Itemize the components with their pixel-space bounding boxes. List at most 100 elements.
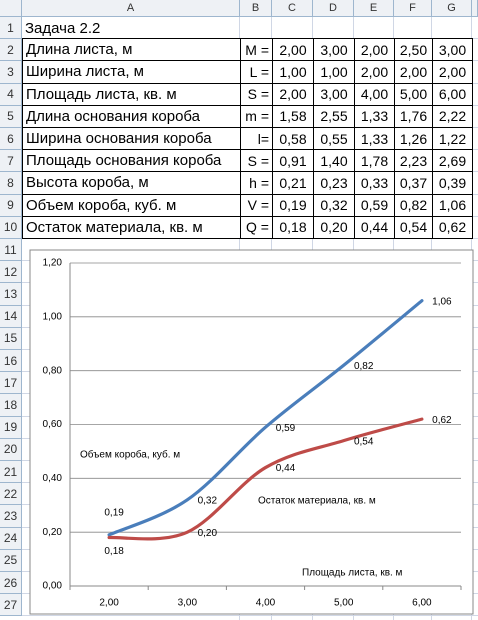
column-header: C xyxy=(272,0,313,17)
row-header: 10 xyxy=(0,216,22,239)
column-header: G xyxy=(432,0,472,17)
data-label: 0,18 xyxy=(104,546,124,557)
row-header: 6 xyxy=(0,128,22,151)
row-header: 4 xyxy=(0,83,22,106)
x-tick-label: 6,00 xyxy=(412,598,432,609)
cell: Объем короба, куб. м xyxy=(22,193,241,217)
row-header: 8 xyxy=(0,172,22,195)
cell: S = xyxy=(240,82,273,106)
column-header: D xyxy=(313,0,354,17)
row-header: 13 xyxy=(0,283,22,306)
series-annotation: Объем короба, куб. м xyxy=(80,449,180,461)
cell: Длина основания короба xyxy=(22,104,241,128)
cell: 2,22 xyxy=(432,104,473,128)
row-header: 27 xyxy=(0,594,22,617)
cell: Ширина основания короба xyxy=(22,127,241,151)
data-label: 0,59 xyxy=(276,423,296,434)
cell: 1,78 xyxy=(354,149,395,173)
grid-line xyxy=(22,615,478,617)
cell: 1,26 xyxy=(394,127,433,151)
y-tick-label: 0,60 xyxy=(43,419,63,430)
cell: 1,06 xyxy=(432,193,473,217)
cell: Ширина листа, м xyxy=(22,60,241,84)
row-header: 19 xyxy=(0,416,22,439)
cell: Q = xyxy=(240,215,273,239)
cell: 0,23 xyxy=(313,171,355,195)
data-label: 0,32 xyxy=(198,496,218,507)
data-label: 0,44 xyxy=(276,463,296,474)
cell: 6,00 xyxy=(432,82,473,106)
y-tick-label: 1,00 xyxy=(43,311,63,322)
cell: Длина листа, м xyxy=(22,38,241,62)
row-header: 18 xyxy=(0,394,22,417)
data-label: 0,62 xyxy=(432,415,452,426)
row-header: 14 xyxy=(0,305,22,328)
corner xyxy=(0,0,22,17)
x-axis-title: Площадь листа, кв. м xyxy=(302,568,403,579)
row-header: 7 xyxy=(0,150,22,173)
column-header: F xyxy=(394,0,432,17)
cell: Высота короба, м xyxy=(22,171,241,195)
row-header: 20 xyxy=(0,438,22,461)
series-line xyxy=(107,417,424,541)
row-header: 2 xyxy=(0,39,22,62)
cell: 1,76 xyxy=(394,104,433,128)
y-tick-label: 0,80 xyxy=(43,365,63,376)
data-label: 0,82 xyxy=(354,361,374,372)
row-header: 23 xyxy=(0,505,22,528)
row-header: 22 xyxy=(0,483,22,506)
cell: 2,00 xyxy=(432,60,473,84)
cell: 1,22 xyxy=(432,127,473,151)
row-header: 9 xyxy=(0,194,22,217)
x-tick-label: 2,00 xyxy=(99,598,119,609)
cell: 2,00 xyxy=(354,60,395,84)
x-tick-label: 5,00 xyxy=(334,598,354,609)
series-line xyxy=(107,299,424,537)
data-label: 0,19 xyxy=(104,507,124,518)
row-header: 15 xyxy=(0,327,22,350)
cell: 2,00 xyxy=(272,82,314,106)
data-label: 1,06 xyxy=(432,296,452,307)
row-header: 3 xyxy=(0,61,22,84)
x-tick-label: 4,00 xyxy=(256,598,276,609)
data-label: 0,54 xyxy=(354,436,374,447)
row-header: 12 xyxy=(0,261,22,284)
cell: S = xyxy=(240,149,273,173)
cell: 0,54 xyxy=(394,215,433,239)
row-header: 16 xyxy=(0,350,22,373)
row-header: 26 xyxy=(0,572,22,595)
data-label: 0,20 xyxy=(198,528,218,539)
row-header: 21 xyxy=(0,461,22,484)
cell: 0,62 xyxy=(432,215,473,239)
cell: Задача 2.2 xyxy=(25,19,101,37)
x-tick-label: 3,00 xyxy=(178,598,198,609)
cell: 0,44 xyxy=(354,215,395,239)
column-header: A xyxy=(22,0,240,17)
series-annotation: Остаток материала, кв. м xyxy=(258,496,376,507)
y-tick-label: 0,40 xyxy=(43,473,63,484)
y-tick-label: 1,20 xyxy=(43,258,63,269)
row-header: 25 xyxy=(0,549,22,572)
row-header: 11 xyxy=(0,239,22,262)
cell: 2,00 xyxy=(394,60,433,84)
row-header: 1 xyxy=(0,17,22,40)
row-header: 24 xyxy=(0,527,22,550)
cell: 0,19 xyxy=(272,193,314,217)
cell: 2,00 xyxy=(354,38,395,62)
cell: 3,00 xyxy=(313,82,355,106)
y-tick-label: 0,20 xyxy=(43,527,63,538)
column-header: B xyxy=(240,0,272,17)
y-tick-label: 0,00 xyxy=(43,581,63,592)
cell: 2,55 xyxy=(313,104,355,128)
cell: 0,18 xyxy=(272,215,314,239)
column-header: E xyxy=(354,0,394,17)
row-header: 17 xyxy=(0,372,22,395)
cell: 0,33 xyxy=(354,171,395,195)
cell: Остаток материала, кв. м xyxy=(22,215,241,239)
cell: 4,00 xyxy=(354,82,395,106)
row-header: 5 xyxy=(0,105,22,128)
chart-area xyxy=(29,249,474,615)
